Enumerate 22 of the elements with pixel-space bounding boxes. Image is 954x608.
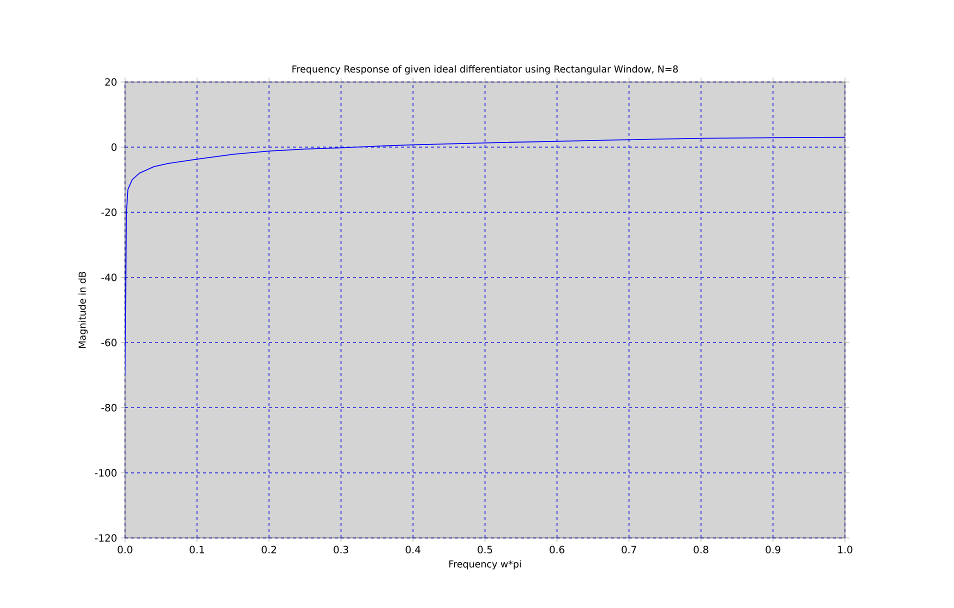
y-tick-label: -120: [95, 534, 117, 542]
x-tick-label: 1.0: [838, 546, 852, 554]
x-axis-title: Frequency w*pi: [449, 560, 521, 570]
y-axis-title: Magnitude in dB: [78, 272, 88, 348]
y-tick-label: -100: [95, 469, 117, 477]
x-tick-label: 0.7: [622, 546, 636, 554]
x-tick-label: 0.1: [190, 546, 204, 554]
x-tick-label: 0.5: [478, 546, 492, 554]
x-tick-label: 0.4: [406, 546, 420, 554]
x-tick-label: 0.9: [766, 546, 780, 554]
y-tick-label: -40: [101, 274, 117, 282]
x-tick-label: 0.8: [694, 546, 708, 554]
x-tick-label: 0.3: [334, 546, 348, 554]
x-tick-label: 0.6: [550, 546, 564, 554]
y-tick-label: 20: [105, 78, 117, 86]
y-tick-label: -80: [101, 404, 117, 412]
x-tick-label: 0.0: [118, 546, 132, 554]
y-tick-label: 0: [112, 143, 117, 151]
chart-title: Frequency Response of given ideal differentiator using Rectangular Window, N=8: [292, 65, 678, 74]
y-tick-label: -60: [101, 338, 117, 346]
x-tick-label: 0.2: [262, 546, 276, 554]
y-tick-label: -20: [101, 208, 117, 216]
